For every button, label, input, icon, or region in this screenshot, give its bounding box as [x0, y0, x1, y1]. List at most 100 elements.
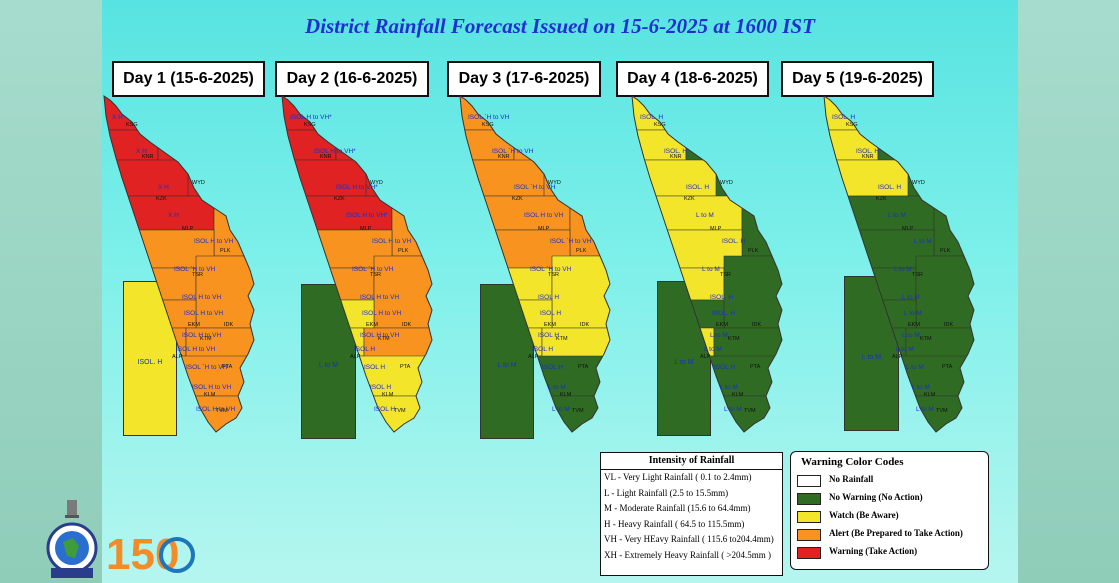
district-forecast-label: ISOL H to VH [182, 332, 222, 339]
district-klm [104, 355, 254, 397]
kerala-outline [281, 94, 433, 433]
district-code-wyd: WYD [912, 180, 925, 186]
lakshadweep-day5: L to M [844, 276, 899, 431]
kerala-map-day2: KSG KNR WYD KZK MLP PLK TSR EKM IDK KTM ALP PTA KLM T… [281, 94, 442, 441]
district-code-knr: KNR [498, 154, 510, 160]
district-code-pta: PTA [222, 364, 233, 370]
district-code-ktm: KTM [728, 336, 740, 342]
district-code-ktm: KTM [378, 336, 390, 342]
district-klm [632, 355, 782, 397]
district-forecast-label: ISOL H [532, 346, 554, 353]
district-code-tvm: TVM [936, 408, 948, 414]
kerala-map-day5: KSG KNR WYD KZK MLP PLK TSR EKM IDK KTM ALP PTA KLM T… [823, 94, 984, 441]
district-code-ksg: KSG [846, 122, 858, 128]
district-code-ekm: EKM [188, 322, 200, 328]
day-2-header: Day 2 (16-6-2025) [275, 61, 429, 97]
warning-label: Warning (Take Action) [829, 546, 918, 556]
district-forecast-label: X H [136, 148, 147, 155]
district-forecast-label: ISOL `H to VH [186, 364, 228, 371]
district-forecast-label: ISOL H to VH [196, 406, 236, 413]
kerala-outline [631, 94, 783, 433]
district-ktm [460, 299, 553, 329]
district-forecast-label: L to M [904, 310, 922, 317]
district-code-knr: KNR [320, 154, 332, 160]
right-margin [1018, 0, 1119, 583]
intensity-row-l: L - Light Rainfall (2.5 to 15.5mm) [604, 487, 729, 498]
district-code-ekm: EKM [544, 322, 556, 328]
district-forecast-label: L to M [552, 406, 570, 413]
warning-label: No Warning (No Action) [829, 492, 923, 502]
district-code-tsr: TSR [192, 272, 203, 278]
district-forecast-label: X H [168, 212, 179, 219]
swatch-yellow [797, 511, 821, 523]
district-code-idk: IDK [224, 322, 234, 328]
district-code-tsr: TSR [370, 272, 381, 278]
district-code-ktm: KTM [556, 336, 568, 342]
district-forecast-label: ISOL H to VH [184, 310, 224, 317]
district-code-mlp: MLP [360, 226, 372, 232]
district-forecast-label: ISOL H [714, 364, 736, 371]
district-code-tvm: TVM [216, 408, 228, 414]
imd-150-years-logo-icon: 150 [106, 530, 195, 579]
district-forecast-label: L to M [702, 266, 720, 273]
logo-150-text: 150 [106, 530, 179, 579]
district-ksg [824, 96, 865, 131]
district-code-ekm: EKM [366, 322, 378, 328]
intensity-row-m: M - Moderate Rainfall (15.6 to 64.4mm) [604, 503, 751, 513]
intensity-row-vl: VL - Very Light Rainfall ( 0.1 to 2.4mm) [604, 472, 752, 482]
district-forecast-label: L to M [888, 212, 906, 219]
district-code-plk: PLK [398, 248, 409, 254]
warning-row-orange: Alert (Be Prepared to Take Action) [791, 526, 988, 544]
left-margin [0, 0, 102, 583]
district-code-idk: IDK [752, 322, 762, 328]
district-forecast-label: ISOL H to VH [176, 346, 216, 353]
day-1-header: Day 1 (15-6-2025) [112, 61, 265, 97]
district-klm [824, 355, 974, 397]
district-forecast-label: ISOL `H to VH [352, 266, 394, 273]
district-forecast-label: ISOL H to VH [192, 384, 232, 391]
district-code-wyd: WYD [720, 180, 733, 186]
page-title: District Rainfall Forecast Issued on 15-… [305, 14, 815, 38]
warning-label: Alert (Be Prepared to Take Action) [829, 528, 963, 538]
district-code-pta: PTA [400, 364, 411, 370]
district-forecast-label: ISOL H to VH* [314, 148, 356, 155]
district-code-alp: ALP [528, 354, 539, 360]
district-forecast-label: ISOL `H to VH [492, 148, 534, 155]
district-forecast-label: L to M [696, 212, 714, 219]
warning-row-yellow: Watch (Be Aware) [791, 508, 988, 526]
district-code-tvm: TVM [572, 408, 584, 414]
intensity-row-xh: XH - Extremely Heavy Rainfall ( >204.5mm… [604, 549, 772, 560]
district-code-alp: ALP [892, 354, 903, 360]
district-code-ktm: KTM [920, 336, 932, 342]
district-code-klm: KLM [560, 392, 572, 398]
district-code-pta: PTA [750, 364, 761, 370]
district-forecast-label: ISOL H [538, 294, 560, 301]
kerala-map-day4: KSG KNR WYD KZK MLP PLK TSR EKM IDK KTM ALP PTA KLM T… [631, 94, 792, 441]
district-code-plk: PLK [576, 248, 587, 254]
intensity-row-h: H - Heavy Rainfall ( 64.5 to 115.5mm) [604, 518, 745, 529]
district-forecast-label: ISOL `H to VH [174, 266, 216, 273]
district-plk [391, 195, 432, 257]
district-forecast-label: ISOL H [374, 406, 396, 413]
district-forecast-label: ISOL H to VH [362, 310, 402, 317]
district-forecast-label: ISOL H to VH [360, 332, 400, 339]
district-code-ksg: KSG [654, 122, 666, 128]
district-ktm [104, 299, 197, 329]
district-code-klm: KLM [924, 392, 936, 398]
district-code-ksg: KSG [482, 122, 494, 128]
district-code-alp: ALP [700, 354, 711, 360]
district-code-ktm: KTM [200, 336, 212, 342]
district-code-alp: ALP [172, 354, 183, 360]
lakshadweep-day2-label: L to M [318, 361, 339, 369]
kerala-map-svg [823, 94, 975, 433]
lakshadweep-day5-label: L to M [861, 353, 882, 361]
intensity-row-vh: VH - Very HEavy Rainfall ( 115.6 to204.4… [604, 534, 774, 544]
lakshadweep-day1-label: ISOL. H [137, 358, 163, 366]
district-code-knr: KNR [142, 154, 154, 160]
warning-legend: Warning Color Codes No Rainfall No Warni… [790, 451, 989, 570]
district-forecast-label: ISOL H to VH [194, 238, 234, 245]
district-code-plk: PLK [220, 248, 231, 254]
district-code-mlp: MLP [182, 226, 194, 232]
district-ksg [632, 96, 673, 131]
